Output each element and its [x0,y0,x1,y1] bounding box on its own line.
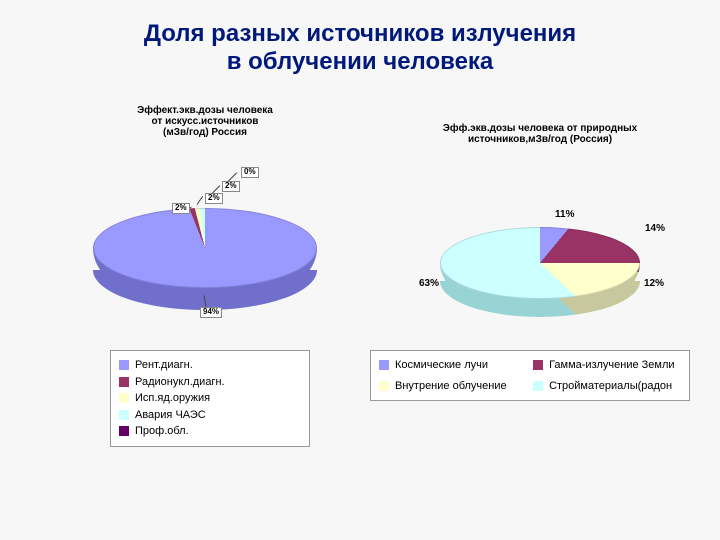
legend-swatch [119,393,129,403]
page-root: Доля разных источников излучения в облуч… [0,0,720,540]
pie-callout-label: 2% [222,181,240,192]
legend-item: Внутрение облучение [379,378,513,395]
pie-callout-text: 94% [200,307,222,318]
pie-callout-label: 94% [200,307,222,318]
right-legend: Космические лучи Гамма-излучение Земли Вну… [370,350,690,401]
pie-pct-label: 63% [419,278,439,289]
legend-swatch [119,360,129,370]
legend-label: Космические лучи [395,357,488,374]
legend-item: Исп.яд.оружия [119,390,301,407]
pie-pct-label: 14% [645,223,665,234]
pie-pct-label: 12% [644,278,664,289]
legend-label: Исп.яд.оружия [135,390,210,407]
legend-label: Радионукл.диагн. [135,374,225,391]
pie-pct-label: 11% [555,209,574,220]
left-chart-block: Эффект.экв.дозы человека от искусс.источ… [55,105,355,138]
pie-callout-text: 2% [205,193,223,204]
page-title-line-2: в облучении человека [0,48,720,76]
callout-leader [197,196,204,205]
legend-swatch [119,410,129,420]
legend-label: Проф.обл. [135,423,189,440]
legend-label: Авария ЧАЭС [135,407,206,424]
legend-label: Стройматериалы(радон [549,378,672,395]
pie-callout-text: 2% [172,203,190,214]
charts-row: Эффект.экв.дозы человека от искусс.источ… [0,105,720,365]
page-title-line-1: Доля разных источников излучения [0,20,720,48]
legend-item: Космические лучи [379,357,513,374]
pie-callout-label: 2% [172,203,190,214]
legend-swatch [533,381,543,391]
pie-top [93,208,317,288]
legend-item: Гамма-излучение Земли [533,357,681,374]
left-legend: Рент.диагн.Радионукл.диагн.Исп.яд.оружия… [110,350,310,447]
pie-callout-label: 0% [241,167,259,178]
pie-callout-label: 2% [205,193,223,204]
legend-swatch [379,381,389,391]
legend-swatch [119,377,129,387]
legend-swatch [119,426,129,436]
legend-label: Рент.диагн. [135,357,193,374]
legend-swatch [533,360,543,370]
pie-callout-text: 0% [241,167,259,178]
legend-item: Авария ЧАЭС [119,407,301,424]
legend-item: Стройматериалы(радон [533,378,681,395]
page-title: Доля разных источников излучения в облуч… [0,0,720,76]
legend-swatch [379,360,389,370]
left-pie-chart: 0%2%2%2%94% [55,105,355,391]
pie-callout-text: 2% [222,181,240,192]
pie-top [440,227,640,299]
legend-label: Внутрение облучение [395,378,507,395]
legend-item: Радионукл.диагн. [119,374,301,391]
right-chart-block: Эфф.экв.дозы человека от природных источ… [390,123,690,145]
legend-item: Проф.обл. [119,423,301,440]
legend-label: Гамма-излучение Земли [549,357,674,374]
legend-item: Рент.диагн. [119,357,301,374]
